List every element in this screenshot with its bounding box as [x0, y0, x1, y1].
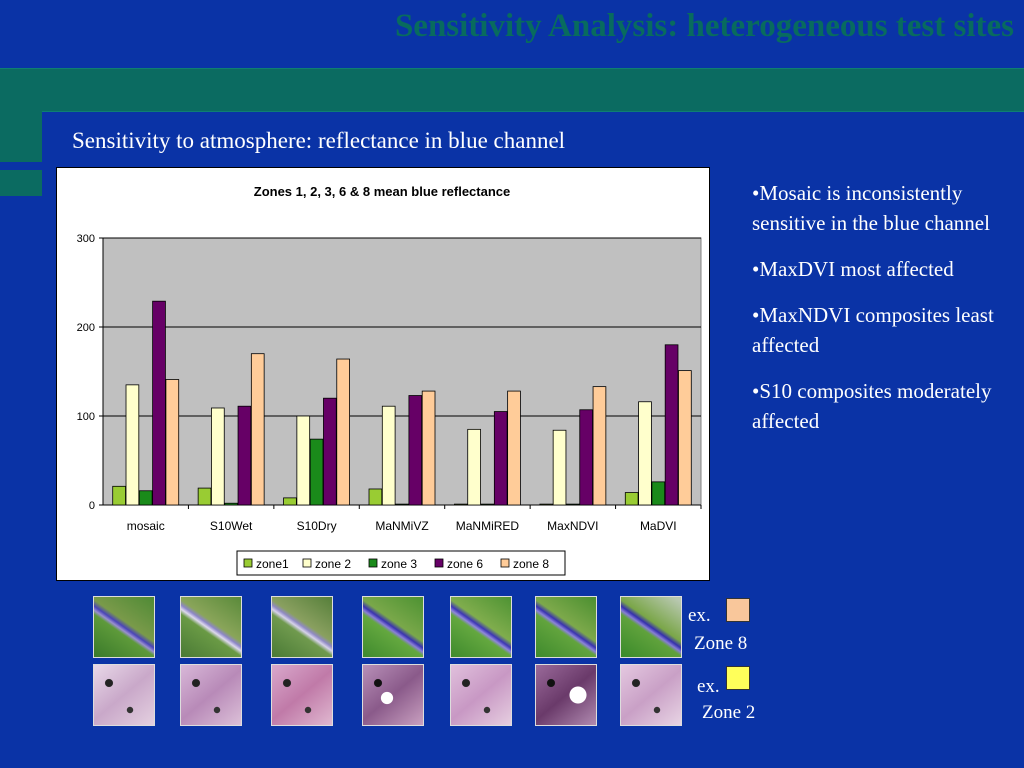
- bar-zone8-S10Wet: [250, 353, 265, 506]
- bar-zone8-mosaic: [165, 379, 180, 506]
- bar-zone8-MaxNDVI: [592, 386, 607, 506]
- bar-zone2-MaNMiRED: [467, 428, 481, 506]
- bar-zone1-S10Wet: [197, 487, 212, 506]
- x-tick-label: MaNMiRED: [456, 519, 520, 533]
- bar-zone2-MaxNDVI: [552, 429, 567, 506]
- slide-subtitle: Sensitivity to atmosphere: reflectance i…: [72, 128, 566, 153]
- thumbnail-image: [450, 664, 512, 726]
- bar-zone3-mosaic: [138, 490, 153, 506]
- x-tick-label: S10Dry: [297, 519, 337, 533]
- chart-canvas: Zones 1, 2, 3, 6 & 8 mean blue reflectan…: [77, 184, 702, 576]
- thumbnail-image: [93, 596, 155, 658]
- bar-zone3-MaDVI: [651, 481, 666, 506]
- bar-zone1-MaxNDVI: [539, 503, 554, 506]
- bar-zone2-MaDVI: [638, 401, 652, 506]
- example-label: ex.: [697, 676, 720, 697]
- slide-title: Sensitivity Analysis: heterogeneous test…: [394, 8, 1014, 44]
- bar-zone2-mosaic: [125, 384, 140, 506]
- bullet-item: •Mosaic is inconsistently sensitive in t…: [752, 181, 990, 235]
- thumbnail-image: [362, 664, 424, 726]
- example-label: ex.: [688, 605, 711, 626]
- thumbnail-image: [271, 664, 333, 726]
- thumbnail-image: [620, 596, 682, 658]
- bar-zone2-S10Wet: [211, 407, 225, 506]
- bar-zone2-S10Dry: [296, 415, 311, 506]
- bar-chart: Zones 1, 2, 3, 6 & 8 mean blue reflectan…: [56, 167, 710, 581]
- legend-entry: zone 3: [381, 557, 417, 571]
- y-tick-label: 100: [77, 411, 95, 423]
- legend-swatch: [302, 558, 312, 568]
- legend: [236, 550, 566, 576]
- legend-entry: zone 2: [315, 557, 351, 571]
- thumbnail-image: [362, 596, 424, 658]
- legend-entry: zone 8: [513, 557, 549, 571]
- bar-zone1-MaNMiRED: [454, 503, 468, 506]
- example-swatch-zone2: [726, 666, 750, 690]
- side-accent-block: [0, 110, 42, 162]
- x-tick-label: mosaic: [127, 519, 165, 533]
- chart-title: Zones 1, 2, 3, 6 & 8 mean blue reflectan…: [254, 184, 511, 199]
- y-tick-label: 200: [77, 322, 95, 334]
- bar-zone1-MaDVI: [624, 492, 639, 506]
- bar-zone1-mosaic: [112, 485, 126, 506]
- bullet-item: •MaxDVI most affected: [752, 257, 954, 281]
- bar-zone3-S10Wet: [224, 502, 238, 506]
- thumbnail-image: [271, 596, 333, 658]
- bar-zone8-MaNMiVZ: [421, 390, 436, 506]
- legend-swatch: [434, 558, 444, 568]
- thumbnail-image: [535, 664, 597, 726]
- x-tick-label: MaNMiVZ: [375, 519, 428, 533]
- plot-area: [102, 237, 702, 506]
- bar-zone3-MaNMiVZ: [395, 503, 409, 506]
- thumbnail-image: [535, 596, 597, 658]
- bar-zone2-MaNMiVZ: [381, 405, 396, 506]
- x-tick-label: MaxNDVI: [547, 519, 598, 533]
- legend-entry: zone1: [256, 557, 289, 571]
- legend-swatch: [500, 558, 510, 568]
- thumbnail-image: [180, 596, 242, 658]
- bar-zone6-MaDVI: [664, 344, 679, 506]
- bullet-item: •S10 composites moderately affected: [752, 379, 992, 433]
- bar-zone1-MaNMiVZ: [368, 488, 383, 506]
- legend-entry: zone 6: [447, 557, 483, 571]
- bar-zone6-MaNMiRED: [493, 411, 508, 506]
- bar-zone8-MaDVI: [678, 370, 692, 506]
- example-zone-label: Zone 8: [694, 633, 748, 654]
- bar-zone6-MaNMiVZ: [408, 395, 423, 506]
- y-tick-label: 0: [89, 500, 95, 512]
- legend-swatch: [368, 558, 378, 568]
- y-tick-label: 300: [77, 233, 95, 245]
- thumbnail-image: [180, 664, 242, 726]
- legend-swatch: [243, 558, 253, 568]
- thumbnail-image: [93, 664, 155, 726]
- example-zone-label: Zone 2: [702, 702, 756, 723]
- bar-zone3-MaNMiRED: [480, 503, 495, 506]
- bar-zone3-MaxNDVI: [566, 503, 580, 506]
- bar-zone6-S10Wet: [237, 405, 252, 506]
- bullet-item: •MaxNDVI composites least affected: [752, 303, 994, 357]
- bar-zone6-S10Dry: [323, 397, 337, 506]
- bar-zone1-S10Dry: [283, 497, 297, 506]
- x-tick-label: MaDVI: [640, 519, 677, 533]
- bar-zone6-MaxNDVI: [579, 409, 593, 506]
- bar-zone3-S10Dry: [309, 438, 324, 506]
- bullet-list: •Mosaic is inconsistently sensitive in t…: [752, 178, 1020, 452]
- bar-zone8-MaNMiRED: [507, 390, 521, 506]
- example-swatch-zone8: [726, 598, 750, 622]
- side-accent-block-small: [0, 170, 42, 196]
- bar-zone8-S10Dry: [336, 358, 350, 506]
- thumbnail-image: [450, 596, 512, 658]
- bar-zone6-mosaic: [152, 300, 166, 506]
- header-band: [0, 68, 1024, 112]
- thumbnail-image: [620, 664, 682, 726]
- x-tick-label: S10Wet: [210, 519, 253, 533]
